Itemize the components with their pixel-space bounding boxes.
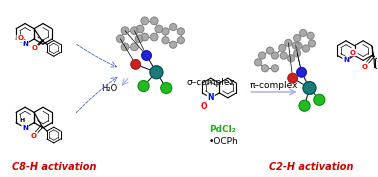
Text: O: O: [32, 45, 38, 51]
Text: N: N: [343, 58, 349, 63]
Circle shape: [288, 55, 294, 62]
Circle shape: [150, 66, 163, 79]
Circle shape: [303, 82, 316, 94]
Text: σ–complex: σ–complex: [186, 78, 235, 87]
Text: H: H: [20, 118, 25, 124]
Circle shape: [170, 24, 177, 30]
Circle shape: [297, 68, 306, 77]
Circle shape: [300, 30, 307, 36]
Circle shape: [177, 28, 184, 35]
Circle shape: [262, 65, 268, 72]
Circle shape: [177, 37, 184, 44]
Text: C8-H activation: C8-H activation: [12, 162, 97, 172]
Circle shape: [307, 32, 314, 39]
Text: H₂O: H₂O: [101, 84, 117, 93]
Text: N: N: [208, 93, 214, 102]
Circle shape: [131, 60, 140, 69]
Text: N: N: [22, 125, 28, 131]
Circle shape: [121, 43, 129, 51]
Circle shape: [161, 83, 172, 93]
Text: •OCPh: •OCPh: [209, 137, 239, 146]
Circle shape: [121, 27, 129, 35]
Circle shape: [162, 28, 169, 35]
Circle shape: [142, 51, 151, 60]
Text: π–complex: π–complex: [249, 81, 298, 90]
Circle shape: [255, 59, 262, 66]
Circle shape: [155, 25, 163, 33]
Circle shape: [302, 45, 309, 52]
Circle shape: [294, 35, 301, 42]
Circle shape: [259, 52, 265, 59]
Circle shape: [136, 25, 144, 33]
Circle shape: [141, 33, 149, 41]
Circle shape: [294, 50, 301, 57]
Circle shape: [170, 41, 177, 48]
Circle shape: [280, 52, 287, 59]
Text: O: O: [201, 102, 207, 111]
Circle shape: [271, 65, 278, 72]
Text: PdCl₂: PdCl₂: [209, 125, 235, 134]
Circle shape: [131, 43, 138, 51]
Circle shape: [131, 27, 138, 35]
Circle shape: [295, 42, 302, 49]
Circle shape: [138, 81, 149, 92]
Circle shape: [285, 39, 292, 46]
Circle shape: [162, 37, 169, 44]
Circle shape: [116, 35, 124, 42]
Circle shape: [288, 73, 297, 83]
Text: N: N: [22, 41, 28, 47]
Circle shape: [266, 47, 273, 54]
Text: O: O: [350, 50, 356, 56]
Text: O: O: [17, 35, 23, 41]
Circle shape: [299, 100, 310, 111]
Circle shape: [292, 42, 299, 49]
Circle shape: [271, 52, 278, 59]
Circle shape: [150, 33, 158, 41]
Circle shape: [150, 17, 158, 25]
Circle shape: [314, 94, 325, 105]
Text: O: O: [362, 64, 368, 70]
Circle shape: [141, 17, 149, 25]
Circle shape: [135, 35, 143, 42]
Text: C2-H activation: C2-H activation: [269, 162, 354, 172]
Circle shape: [279, 44, 286, 51]
Circle shape: [308, 40, 315, 47]
Text: O: O: [31, 133, 37, 139]
